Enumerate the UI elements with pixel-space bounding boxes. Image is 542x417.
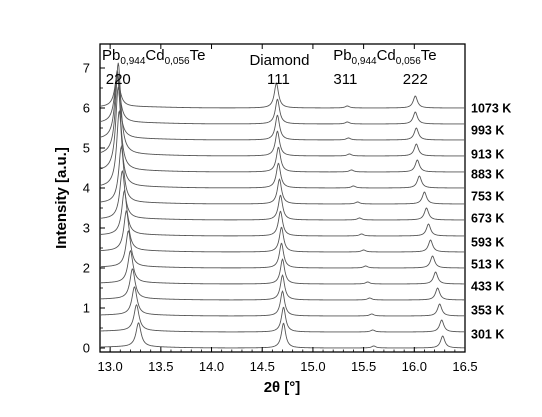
series-line-12 <box>99 62 465 157</box>
x-tick-label: 14.0 <box>199 359 224 374</box>
series-line-14 <box>99 70 465 125</box>
temperature-label: 673 K <box>471 212 504 226</box>
x-tick-label: 13.0 <box>97 359 122 374</box>
y-tick-label: 3 <box>83 221 90 236</box>
plot-frame <box>99 43 466 353</box>
temperature-label: 353 K <box>471 304 504 318</box>
temperature-label: 301 K <box>471 328 504 342</box>
x-tick-label: 16.5 <box>452 359 477 374</box>
series-line-4 <box>99 249 465 285</box>
series-line-13 <box>99 74 465 141</box>
phase-label-left_phase: Pb0,944Cd0,056Te <box>102 47 205 67</box>
x-tick-label: 14.5 <box>250 359 275 374</box>
temperature-labels: 1073 K 993 K 913 K 883 K 753 K 673 K 593 K 513 … <box>471 102 511 342</box>
y-tick-label: 0 <box>83 341 90 356</box>
series-line-2 <box>99 286 465 317</box>
series-line-5 <box>99 230 465 269</box>
hkl-label: 222 <box>403 71 428 88</box>
hkl-label: 220 <box>106 71 131 88</box>
series-line-9 <box>99 145 465 205</box>
phase-label-right_phase: Pb0,944Cd0,056Te <box>333 47 436 67</box>
series-line-6 <box>99 210 466 253</box>
y-tick-label: 7 <box>83 61 90 76</box>
temperature-label: 1073 K <box>471 102 511 116</box>
temperature-label: 593 K <box>471 236 504 250</box>
series-line-8 <box>99 170 465 221</box>
y-ticks: 0 1 2 3 4 5 6 7 <box>83 61 105 356</box>
series-line-15 <box>99 74 465 109</box>
diamond-label: Diamond <box>249 52 309 69</box>
y-tick-label: 2 <box>83 261 90 276</box>
x-axis-title: 2θ [°] <box>264 379 301 396</box>
series-line-1 <box>99 303 466 333</box>
y-tick-label: 1 <box>83 301 90 316</box>
hkl-label: 111 <box>267 71 290 88</box>
y-tick-label: 4 <box>83 181 90 196</box>
hkl-label: 311 <box>333 71 357 88</box>
temperature-label: 913 K <box>471 148 504 162</box>
temperature-label: 433 K <box>471 280 504 294</box>
x-tick-label: 15.0 <box>300 359 325 374</box>
annotations: Pb0,944Cd0,056Te Pb0,944Cd0,056Te Diamond 2… <box>102 47 437 88</box>
series-line-11 <box>99 86 465 173</box>
y-axis-title: Intensity [a.u.] <box>53 147 70 249</box>
x-ticks: 13.0 13.5 14.0 14.5 15.0 15.5 16.0 16.5 <box>97 44 478 374</box>
x-tick-label: 16.0 <box>402 359 427 374</box>
temperature-label: 993 K <box>471 124 504 138</box>
temperature-label: 513 K <box>471 258 504 272</box>
x-tick-label: 15.5 <box>351 359 376 374</box>
series-line-0 <box>99 322 466 349</box>
temperature-label: 753 K <box>471 190 504 204</box>
y-tick-label: 6 <box>83 101 90 116</box>
series-line-3 <box>99 268 466 301</box>
y-tick-label: 5 <box>83 141 90 156</box>
x-tick-label: 13.5 <box>148 359 173 374</box>
temperature-label: 883 K <box>471 168 504 182</box>
series-line-7 <box>99 189 465 237</box>
series-line-10 <box>99 109 465 189</box>
series-group <box>99 62 466 349</box>
